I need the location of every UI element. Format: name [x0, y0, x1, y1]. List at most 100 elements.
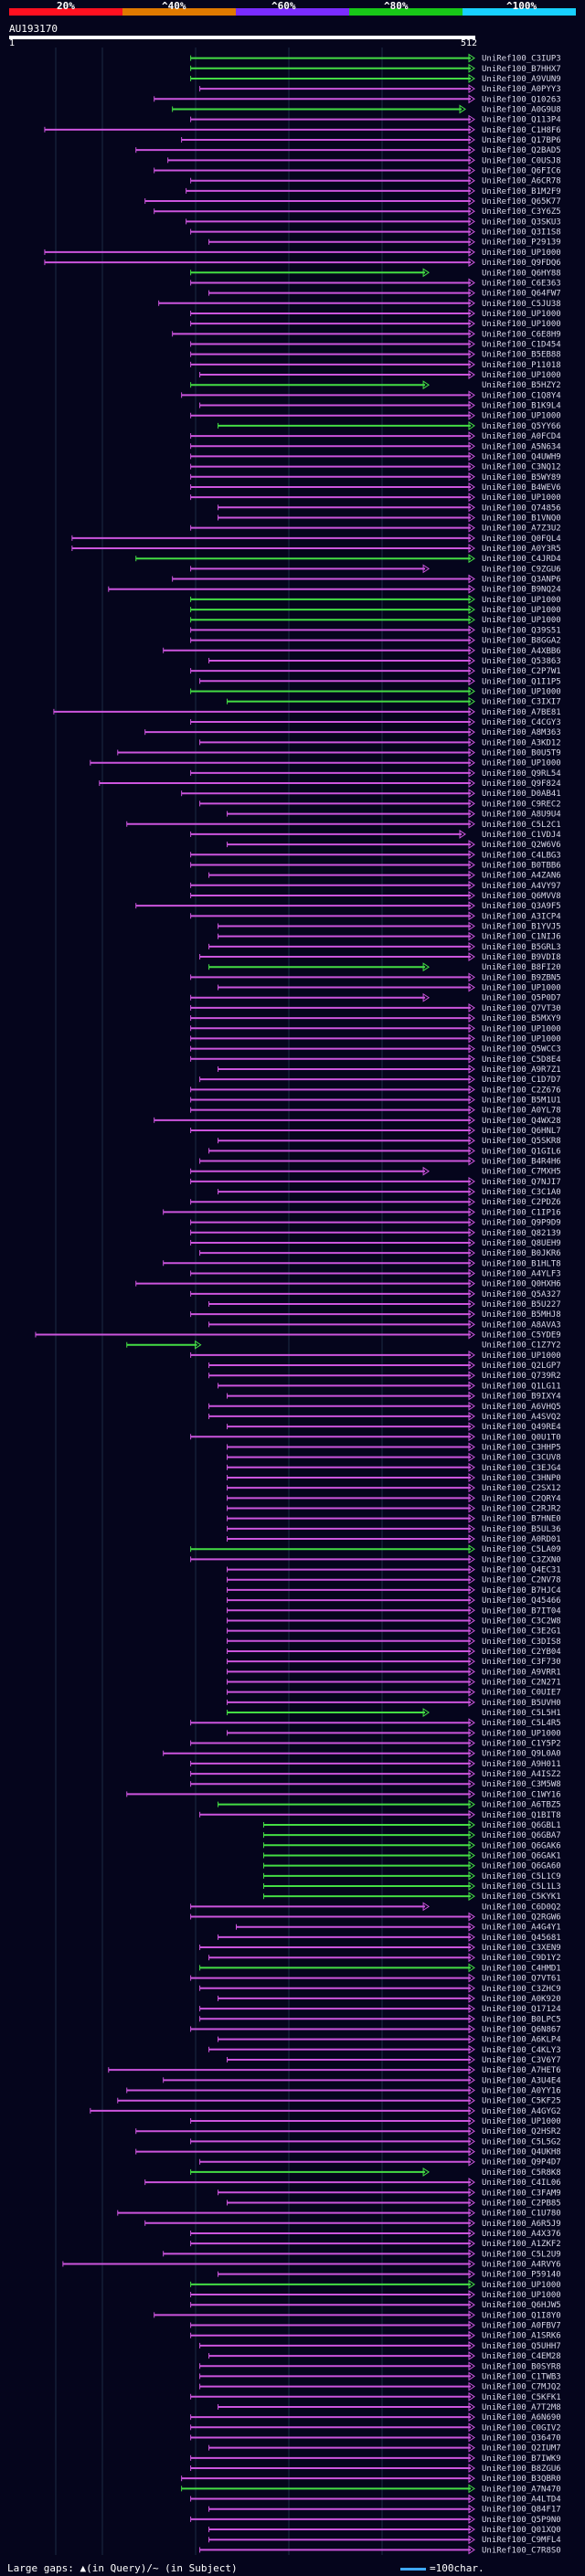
- alignment-hit[interactable]: UniRef100_Q5WCC3: [190, 1044, 561, 1055]
- alignment-hit[interactable]: UniRef100_C5YDE9: [35, 1330, 561, 1341]
- hit-label[interactable]: UniRef100_C6E363: [482, 279, 561, 288]
- alignment-hit[interactable]: UniRef100_C7MJQ2: [199, 2381, 561, 2392]
- hit-label[interactable]: UniRef100_Q4UKH8: [482, 2148, 561, 2157]
- hit-label[interactable]: UniRef100_B5UVH0: [482, 1699, 561, 1708]
- alignment-hit[interactable]: UniRef100_Q3SKU3: [186, 217, 561, 227]
- hit-label[interactable]: UniRef100_B5U227: [482, 1300, 561, 1309]
- hit-label[interactable]: UniRef100_A9VRR1: [482, 1668, 561, 1677]
- hit-label[interactable]: UniRef100_Q45466: [482, 1596, 561, 1606]
- alignment-hit[interactable]: UniRef100_C5L5G2: [190, 2136, 561, 2147]
- hit-label[interactable]: UniRef100_C1TWB3: [482, 2372, 561, 2381]
- hit-label[interactable]: UniRef100_Q6GBL1: [482, 1821, 561, 1830]
- alignment-hit[interactable]: UniRef100_UP1000: [190, 2290, 561, 2300]
- hit-label[interactable]: UniRef100_B3QBR0: [482, 2475, 561, 2484]
- hit-label[interactable]: UniRef100_C3IXI7: [482, 698, 561, 707]
- alignment-hit[interactable]: UniRef100_A4SVQ2: [208, 1411, 561, 1422]
- hit-label[interactable]: UniRef100_Q6N867: [482, 2025, 561, 2034]
- alignment-hit[interactable]: UniRef100_A3U4E4: [163, 2075, 561, 2085]
- hit-label[interactable]: UniRef100_C3ZHC9: [482, 1985, 561, 1994]
- alignment-hit[interactable]: UniRef100_B7IT04: [227, 1606, 561, 1616]
- alignment-hit[interactable]: UniRef100_Q8UEH9: [190, 1238, 561, 1248]
- hit-label[interactable]: UniRef100_B0TBB6: [482, 861, 561, 870]
- hit-label[interactable]: UniRef100_Q6HNL7: [482, 1127, 561, 1136]
- alignment-hit[interactable]: UniRef100_C4JRD4: [135, 554, 561, 564]
- alignment-hit[interactable]: UniRef100_Q1BIT8: [199, 1809, 561, 1820]
- alignment-hit[interactable]: UniRef100_C5KYK1: [262, 1892, 561, 1902]
- alignment-hit[interactable]: UniRef100_C2PB85: [227, 2198, 561, 2208]
- hit-label[interactable]: UniRef100_C3M5W8: [482, 1780, 561, 1789]
- hit-label[interactable]: UniRef100_A1SRK6: [482, 2332, 561, 2341]
- alignment-hit[interactable]: UniRef100_B5UVH0: [227, 1697, 561, 1708]
- alignment-hit[interactable]: UniRef100_A0FCD4: [190, 431, 561, 441]
- alignment-hit[interactable]: UniRef100_B5UL36: [227, 1523, 561, 1534]
- hit-label[interactable]: UniRef100_C0USJ8: [482, 156, 561, 165]
- hit-label[interactable]: UniRef100_C1WY16: [482, 1790, 561, 1799]
- alignment-hit[interactable]: UniRef100_Q1I8Y0: [154, 2310, 561, 2320]
- alignment-hit[interactable]: UniRef100_Q5P0D7: [190, 992, 561, 1003]
- hit-label[interactable]: UniRef100_Q4EC31: [482, 1566, 561, 1575]
- alignment-hit[interactable]: UniRef100_A7T2M8: [218, 2402, 561, 2412]
- alignment-hit[interactable]: UniRef100_A0K920: [218, 1994, 561, 2004]
- hit-label[interactable]: UniRef100_A4RVY6: [482, 2260, 561, 2269]
- alignment-hit[interactable]: UniRef100_Q84F17: [208, 2504, 561, 2515]
- alignment-hit[interactable]: UniRef100_B0U5T9: [117, 747, 561, 758]
- hit-label[interactable]: UniRef100_B1HLT8: [482, 1259, 561, 1268]
- hit-label[interactable]: UniRef100_C1Y5P2: [482, 1740, 561, 1749]
- hit-label[interactable]: UniRef100_Q3SKU3: [482, 217, 561, 227]
- alignment-hit[interactable]: UniRef100_A4ISZ2: [190, 1769, 561, 1779]
- alignment-hit[interactable]: UniRef100_B9IXY4: [227, 1391, 561, 1402]
- hit-label[interactable]: UniRef100_B9IXY4: [482, 1393, 561, 1402]
- alignment-hit[interactable]: UniRef100_C5L2C1: [126, 819, 561, 830]
- alignment-hit[interactable]: UniRef100_C2YB04: [227, 1647, 561, 1657]
- alignment-hit[interactable]: UniRef100_Q3ANP6: [172, 574, 561, 585]
- hit-label[interactable]: UniRef100_A7T2M8: [482, 2403, 561, 2412]
- hit-label[interactable]: UniRef100_B0LPC5: [482, 2015, 561, 2024]
- hit-label[interactable]: UniRef100_UP1000: [482, 320, 561, 329]
- alignment-hit[interactable]: UniRef100_B4WEV6: [190, 482, 561, 493]
- alignment-hit[interactable]: UniRef100_A7N470: [181, 2484, 561, 2494]
- alignment-hit[interactable]: UniRef100_C3Y6Z5: [154, 207, 561, 217]
- hit-label[interactable]: UniRef100_Q9P9D9: [482, 1219, 561, 1228]
- hit-label[interactable]: UniRef100_Q0FQL4: [482, 535, 561, 544]
- hit-label[interactable]: UniRef100_C2N271: [482, 1678, 561, 1687]
- alignment-hit[interactable]: UniRef100_Q113P4: [190, 114, 561, 125]
- hit-label[interactable]: UniRef100_B7HNE0: [482, 1515, 561, 1524]
- alignment-hit[interactable]: UniRef100_Q6GA60: [262, 1860, 561, 1871]
- hit-label[interactable]: UniRef100_UP1000: [482, 687, 561, 696]
- hit-label[interactable]: UniRef100_A0YL78: [482, 1107, 561, 1116]
- alignment-hit[interactable]: UniRef100_B5MHJ8: [190, 1309, 561, 1320]
- hit-label[interactable]: UniRef100_C4LBG3: [482, 851, 561, 860]
- alignment-hit[interactable]: UniRef100_B8GGA2: [190, 635, 561, 646]
- alignment-hit[interactable]: UniRef100_C1U780: [117, 2208, 561, 2219]
- hit-label[interactable]: UniRef100_C2PDZ6: [482, 1198, 561, 1207]
- hit-label[interactable]: UniRef100_Q7VT30: [482, 1004, 561, 1013]
- hit-label[interactable]: UniRef100_A8U9U4: [482, 811, 561, 820]
- hit-label[interactable]: UniRef100_C4JRD4: [482, 555, 561, 564]
- hit-label[interactable]: UniRef100_A9H011: [482, 1760, 561, 1769]
- alignment-hit[interactable]: UniRef100_Q5P9N0: [190, 2514, 561, 2525]
- hit-label[interactable]: UniRef100_C5YDE9: [482, 1331, 561, 1341]
- hit-label[interactable]: UniRef100_B8ZGU6: [482, 2465, 561, 2474]
- alignment-hit[interactable]: UniRef100_C5D8E4: [190, 1054, 561, 1065]
- hit-label[interactable]: UniRef100_Q39S51: [482, 626, 561, 635]
- alignment-hit[interactable]: UniRef100_C1IP16: [163, 1207, 561, 1217]
- alignment-hit[interactable]: UniRef100_Q3I1S8: [190, 227, 561, 238]
- hit-label[interactable]: UniRef100_A0YY16: [482, 2087, 561, 2096]
- alignment-hit[interactable]: UniRef100_C4LBG3: [190, 850, 561, 860]
- alignment-hit[interactable]: UniRef100_A6R5J9: [144, 2218, 561, 2229]
- alignment-hit[interactable]: UniRef100_UP1000: [190, 1023, 561, 1034]
- alignment-hit[interactable]: UniRef100_UP1000: [190, 615, 561, 625]
- alignment-hit[interactable]: UniRef100_C4CGY3: [190, 717, 561, 727]
- alignment-hit[interactable]: UniRef100_B0JKR6: [199, 1248, 561, 1258]
- alignment-hit[interactable]: UniRef100_B7HNE0: [227, 1513, 561, 1524]
- hit-label[interactable]: UniRef100_C4IL06: [482, 2178, 561, 2188]
- alignment-hit[interactable]: UniRef100_C5L1L3: [262, 1882, 561, 1892]
- hit-label[interactable]: UniRef100_UP1000: [482, 2281, 561, 2290]
- hit-label[interactable]: UniRef100_C3CUV8: [482, 1454, 561, 1463]
- alignment-hit[interactable]: UniRef100_A0G9U8: [172, 104, 561, 114]
- alignment-hit[interactable]: UniRef100_UP1000: [190, 1034, 561, 1044]
- hit-label[interactable]: UniRef100_Q9F824: [482, 779, 561, 789]
- hit-label[interactable]: UniRef100_B5UL36: [482, 1525, 561, 1534]
- hit-label[interactable]: UniRef100_B5HZY2: [482, 381, 561, 390]
- hit-label[interactable]: UniRef100_UP1000: [482, 606, 561, 615]
